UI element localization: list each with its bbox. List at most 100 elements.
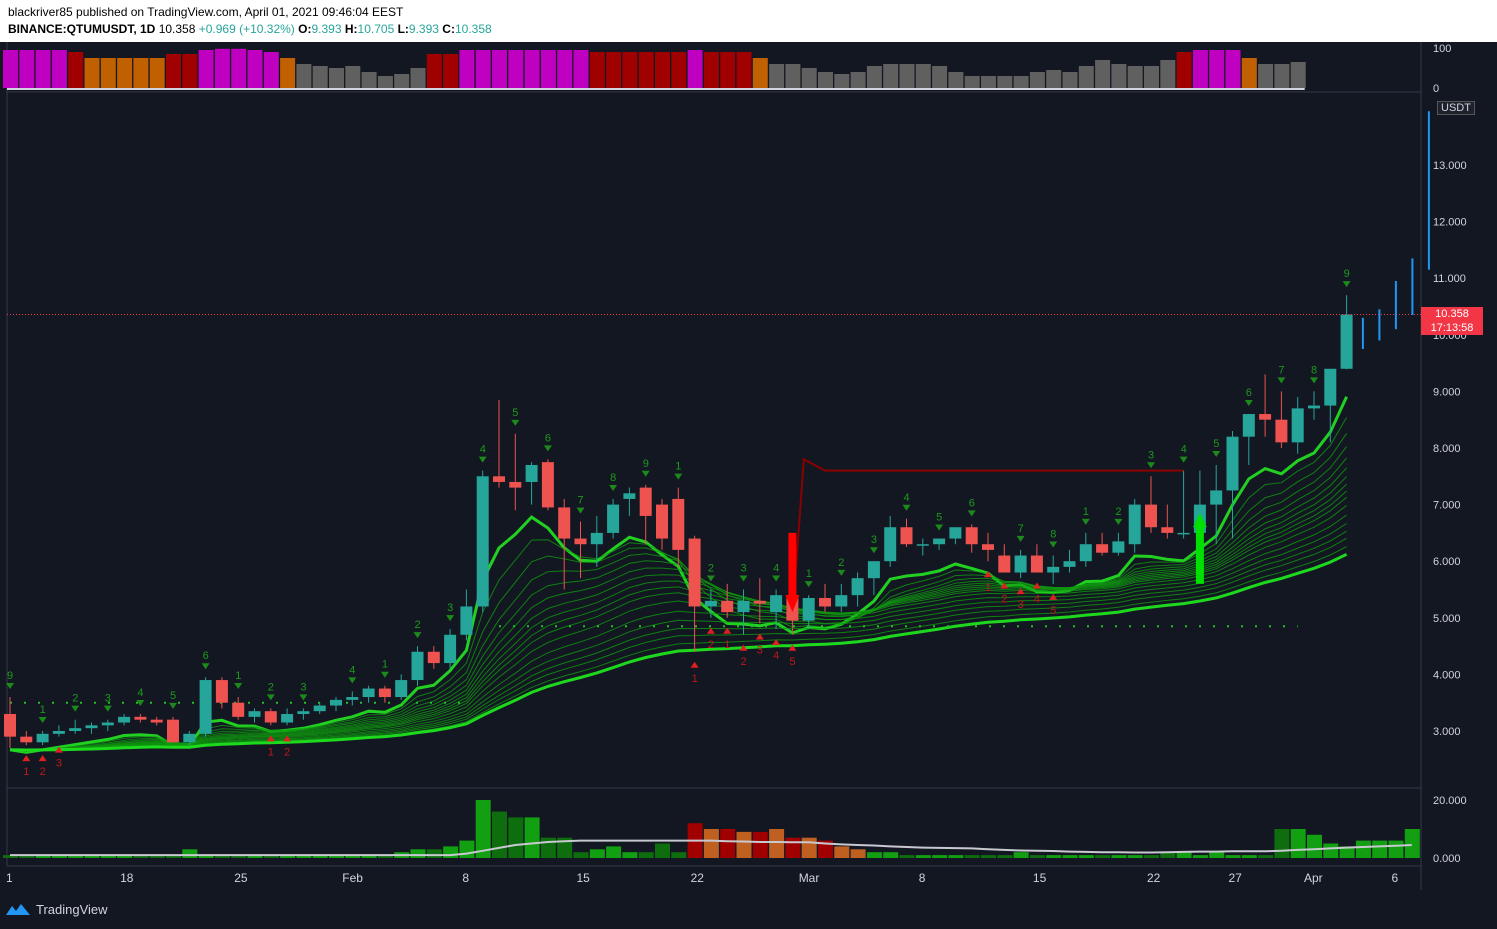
momentum-bar bbox=[638, 52, 654, 88]
momentum-bar bbox=[573, 50, 589, 88]
volume-bar bbox=[1225, 855, 1241, 858]
candle-body bbox=[395, 680, 408, 698]
momentum-bar bbox=[866, 66, 882, 88]
volume-bar bbox=[638, 852, 654, 858]
momentum-bar bbox=[35, 50, 51, 88]
sell-setup-count: 6 bbox=[203, 650, 209, 662]
momentum-bar bbox=[1029, 72, 1045, 88]
price-tick-label: 5.000 bbox=[1433, 613, 1461, 625]
volume-bar bbox=[573, 852, 589, 858]
candle-body bbox=[525, 464, 538, 482]
time-axis-label: 22 bbox=[691, 871, 705, 885]
momentum-bar bbox=[19, 50, 35, 88]
candle-body bbox=[737, 600, 750, 613]
volume-bar bbox=[769, 829, 785, 858]
sell-setup-count: 4 bbox=[904, 492, 910, 504]
buy-setup-marker bbox=[38, 755, 47, 762]
volume-bar bbox=[1078, 855, 1094, 858]
candle-body bbox=[1128, 504, 1141, 545]
momentum-bar bbox=[492, 50, 507, 88]
candle-body bbox=[574, 538, 587, 545]
sell-setup-count: 3 bbox=[871, 534, 877, 546]
sell-setup-marker bbox=[413, 632, 422, 639]
sell-setup-count: 1 bbox=[806, 568, 812, 580]
momentum-bar bbox=[410, 68, 426, 88]
high-value: 10.705 bbox=[357, 22, 395, 36]
volume-bar bbox=[1192, 855, 1208, 858]
sell-setup-count: 3 bbox=[300, 681, 306, 693]
volume-bar bbox=[35, 855, 51, 858]
sell-setup-count: 2 bbox=[268, 681, 274, 693]
ema-ribbon-line bbox=[9, 514, 1347, 751]
sell-setup-marker bbox=[299, 694, 308, 701]
low-label: L: bbox=[397, 22, 409, 36]
candle-body bbox=[1014, 555, 1027, 573]
volume-bar bbox=[1404, 829, 1420, 858]
sell-setup-count: 1 bbox=[235, 670, 241, 682]
candle-body bbox=[672, 498, 685, 550]
ema-ribbon-line bbox=[9, 467, 1347, 752]
buy-setup-count: 5 bbox=[1050, 605, 1056, 617]
sell-setup-marker bbox=[38, 717, 47, 723]
momentum-bar bbox=[1192, 50, 1208, 88]
sell-setup-count: 2 bbox=[708, 563, 714, 575]
volume-bar bbox=[801, 837, 817, 858]
volume-bar bbox=[752, 831, 768, 858]
buy-setup-count: 2 bbox=[741, 656, 747, 668]
candle-body bbox=[607, 504, 620, 533]
high-label: H: bbox=[344, 22, 358, 36]
volume-bar bbox=[899, 855, 915, 858]
sell-setup-marker bbox=[380, 671, 389, 678]
volume-bar bbox=[818, 840, 833, 858]
candle-body bbox=[753, 600, 766, 604]
volume-bar bbox=[117, 855, 133, 858]
buy-setup-marker bbox=[1032, 582, 1041, 589]
candle-body bbox=[1063, 561, 1076, 567]
time-axis-label: 18 bbox=[120, 871, 134, 885]
volume-bar bbox=[296, 855, 312, 858]
sell-setup-count: 6 bbox=[969, 497, 975, 509]
price-tick-label: 13.000 bbox=[1433, 160, 1467, 172]
candle-body bbox=[1226, 436, 1239, 491]
candle-body bbox=[36, 733, 49, 743]
volume-bar bbox=[51, 855, 67, 858]
time-axis-label: 27 bbox=[1229, 871, 1243, 885]
ema-ribbon-line bbox=[9, 523, 1347, 751]
candle-body bbox=[1242, 414, 1255, 437]
sell-setup-count: 5 bbox=[170, 690, 176, 702]
momentum-tick-label: 100 bbox=[1433, 43, 1451, 55]
momentum-bar bbox=[100, 58, 116, 88]
unit-label[interactable]: USDT bbox=[1437, 101, 1475, 115]
candle-body bbox=[118, 716, 131, 723]
buy-setup-count: 2 bbox=[1001, 594, 1007, 606]
volume-bar bbox=[1274, 829, 1290, 858]
sell-setup-marker bbox=[103, 705, 112, 712]
volume-bar bbox=[1029, 855, 1045, 858]
sell-setup-count: 1 bbox=[382, 659, 388, 671]
candle-body bbox=[101, 722, 114, 726]
sell-setup-count: 2 bbox=[415, 619, 421, 631]
buy-setup-count: 5 bbox=[789, 656, 795, 668]
ema-ribbon-line bbox=[9, 552, 1348, 752]
momentum-bar bbox=[1274, 64, 1290, 88]
momentum-bar bbox=[361, 72, 377, 88]
momentum-bar bbox=[1095, 60, 1111, 88]
sell-setup-marker bbox=[1049, 541, 1058, 548]
volume-bar bbox=[850, 849, 866, 858]
header-band bbox=[0, 0, 1497, 42]
sell-setup-marker bbox=[136, 700, 145, 707]
footer-brand[interactable]: TradingView bbox=[6, 902, 108, 917]
symbol-name[interactable]: BINANCE:QTUMUSDT, 1D bbox=[8, 22, 156, 36]
candle-body bbox=[4, 714, 16, 737]
volume-bar bbox=[1127, 855, 1143, 858]
candle-body bbox=[232, 702, 245, 717]
momentum-bar bbox=[1225, 50, 1241, 88]
momentum-bar bbox=[818, 72, 833, 88]
volume-bar bbox=[997, 855, 1013, 858]
buy-setup-marker bbox=[1049, 593, 1058, 600]
publish-text: blackriver85 published on TradingView.co… bbox=[8, 5, 404, 19]
buy-setup-marker bbox=[706, 627, 715, 634]
candle-body bbox=[1047, 566, 1060, 573]
candle-body bbox=[1275, 419, 1288, 443]
